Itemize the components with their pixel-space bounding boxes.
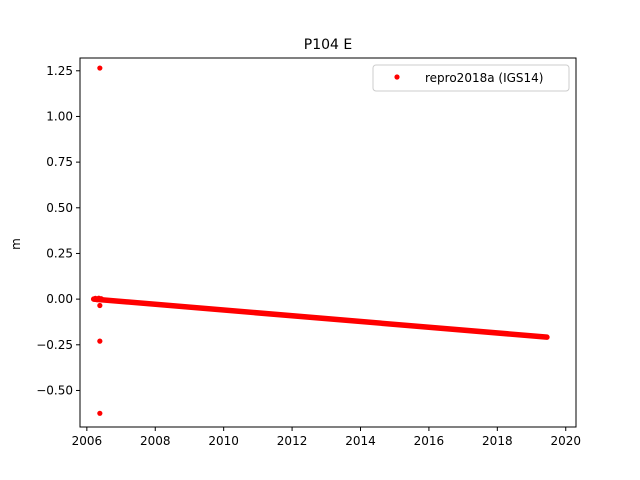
legend-box [372,64,570,92]
x-tick-label: 2006 [72,434,103,448]
x-tick-label: 2014 [345,434,376,448]
axes-frame [79,57,577,428]
legend-marker [394,74,400,80]
x-tick-label: 2018 [482,434,513,448]
y-axis-label: m [9,238,23,250]
y-tick-label: 0.50 [46,201,73,215]
y-tick-label: 0.75 [46,155,73,169]
x-tick-label: 2008 [140,434,171,448]
x-tick-label: 2016 [414,434,445,448]
data-point [97,65,103,71]
y-axis: 1.25 1.00 0.75 0.50 0.25 0.00 −0.25 −0.50 [36,64,80,397]
legend-entry-label: repro2018a (IGS14) [425,71,543,85]
y-tick-label: 1.00 [46,109,73,123]
x-axis: 2006 2008 2010 2012 2014 2016 2018 2020 [72,427,581,448]
plot-area [90,65,550,416]
y-tick-label: 0.25 [46,246,73,260]
series-trend-band [90,296,550,340]
x-tick-label: 2010 [208,434,239,448]
data-point [97,338,103,344]
y-tick-label: 0.00 [46,292,73,306]
x-tick-label: 2020 [550,434,581,448]
data-point [97,410,103,416]
y-tick-label: 1.25 [46,64,73,78]
y-tick-label: −0.25 [36,338,73,352]
data-point [97,302,103,309]
data-point [98,296,104,302]
x-tick-label: 2012 [277,434,308,448]
legend: repro2018a (IGS14) [372,64,570,92]
y-tick-label: −0.50 [36,383,73,397]
chart-title: P104 E [304,37,352,53]
